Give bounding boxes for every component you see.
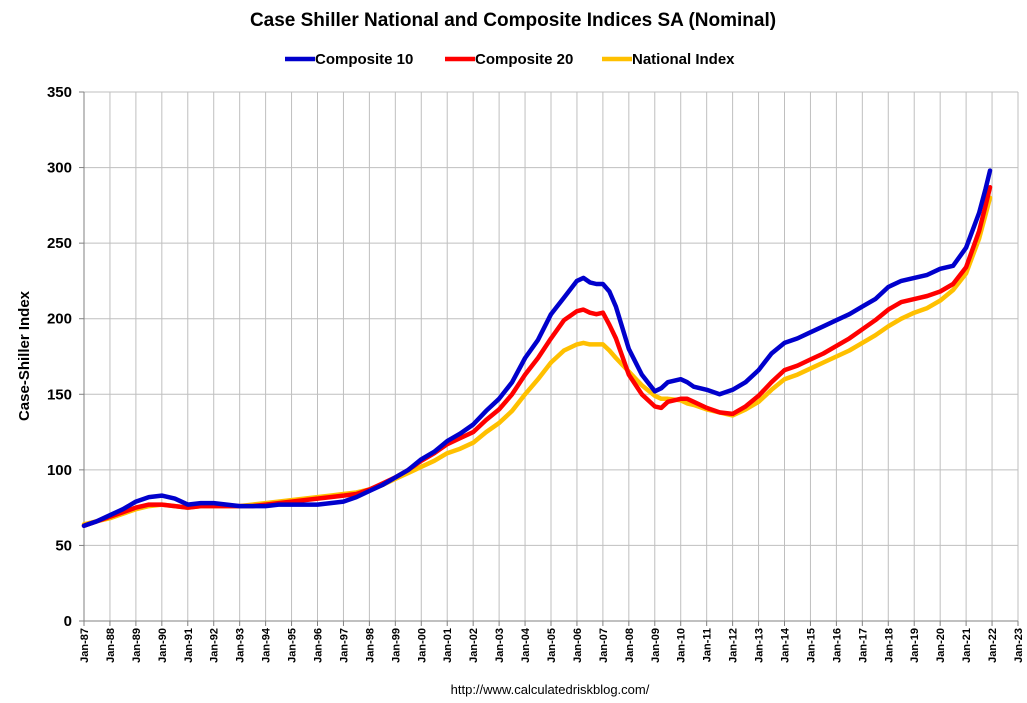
x-tick-label: Jan-10 <box>676 628 688 663</box>
x-tick-label: Jan-18 <box>883 628 895 663</box>
x-tick-label: Jan-12 <box>728 628 740 663</box>
x-tick-label: Jan-16 <box>831 628 843 663</box>
x-tick-label: Jan-89 <box>131 628 143 663</box>
x-tick-label: Jan-95 <box>287 628 299 663</box>
x-tick-label: Jan-87 <box>79 628 91 663</box>
x-tick-label: Jan-99 <box>390 628 402 663</box>
x-tick-label: Jan-09 <box>650 628 662 663</box>
y-tick-label: 200 <box>47 311 72 328</box>
x-tick-label: Jan-04 <box>520 627 532 663</box>
axes <box>79 91 1019 626</box>
x-tick-labels: Jan-87 Jan-88 Jan-89 Jan-90 Jan-91 Jan-92 Jan-… <box>79 627 1025 663</box>
x-tick-label: Jan-19 <box>909 628 921 663</box>
legend-entry: National Index <box>632 51 735 68</box>
x-tick-label: Jan-13 <box>754 628 766 663</box>
y-tick-label: 350 <box>47 84 72 101</box>
x-tick-label: Jan-11 <box>702 628 714 662</box>
x-tick-label: Jan-96 <box>313 628 325 663</box>
y-tick-label: 150 <box>47 386 72 403</box>
legend-entry: Composite 20 <box>475 51 573 68</box>
x-tick-label: Jan-21 <box>961 628 973 663</box>
x-tick-label: Jan-17 <box>857 628 869 663</box>
y-tick-label: 250 <box>47 235 72 252</box>
x-tick-label: Jan-97 <box>338 628 350 663</box>
y-tick-label: 100 <box>47 462 72 479</box>
x-tick-label: Jan-92 <box>209 628 221 663</box>
y-tick-label: 50 <box>55 537 72 554</box>
series-line-composite-20 <box>81 184 993 529</box>
x-tick-label: Jan-98 <box>364 628 376 663</box>
legend: Composite 10 Composite 20 National Index <box>285 51 735 68</box>
x-tick-label: Jan-01 <box>442 628 454 663</box>
x-tick-label: Jan-02 <box>468 628 480 663</box>
x-tick-label: Jan-91 <box>183 628 195 663</box>
x-tick-label: Jan-08 <box>624 628 636 663</box>
x-tick-label: Jan-15 <box>805 628 817 663</box>
y-tick-label: 300 <box>47 160 72 177</box>
x-tick-label: Jan-94 <box>261 627 273 663</box>
x-tick-label: Jan-00 <box>416 628 428 663</box>
x-tick-label: Jan-88 <box>105 628 117 663</box>
x-tick-label: Jan-07 <box>598 628 610 663</box>
y-tick-labels: 0 50 100 150 200 250 300 350 <box>47 84 72 630</box>
x-tick-label: Jan-23 <box>1013 628 1025 663</box>
series-line-composite-10 <box>81 168 993 529</box>
y-axis-label: Case-Shiller Index <box>16 290 33 421</box>
y-tick-label: 0 <box>64 613 72 630</box>
grid <box>83 91 1019 622</box>
series-group <box>81 168 993 529</box>
x-tick-label: Jan-93 <box>235 628 247 663</box>
x-tick-label: Jan-03 <box>494 628 506 663</box>
x-tick-label: Jan-22 <box>987 628 999 663</box>
x-tick-label: Jan-06 <box>572 628 584 663</box>
legend-entry: Composite 10 <box>315 51 413 68</box>
x-tick-label: Jan-14 <box>780 627 792 663</box>
source-url: http://www.calculatedriskblog.com/ <box>451 682 650 697</box>
x-tick-label: Jan-05 <box>546 628 558 663</box>
x-tick-label: Jan-20 <box>935 628 947 663</box>
chart-title: Case Shiller National and Composite Indi… <box>250 10 776 31</box>
x-tick-label: Jan-90 <box>157 628 169 663</box>
